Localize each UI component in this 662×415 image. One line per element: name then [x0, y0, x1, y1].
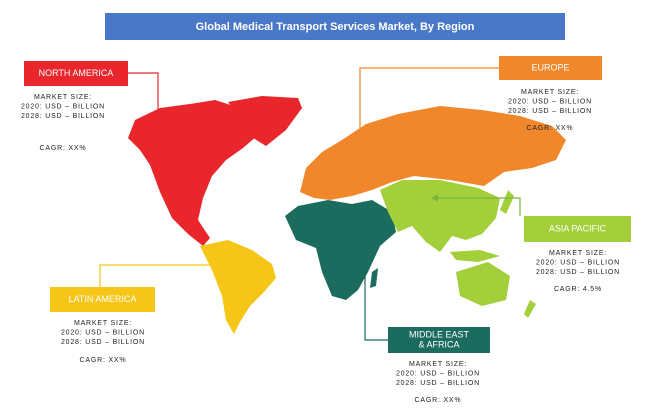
market-size-line: 2028: USD – BILLION: [61, 339, 145, 346]
market-size-label: MARKET SIZE:: [74, 320, 132, 327]
market-size-label: MARKET SIZE:: [34, 94, 92, 101]
region-label: EUROPE: [531, 62, 569, 72]
market-size-label: MARKET SIZE:: [521, 89, 579, 96]
asia: [380, 180, 500, 252]
region-label: NORTH AMERICA: [39, 68, 114, 78]
new-zealand: [524, 300, 536, 318]
market-size-line: 2020: USD – BILLION: [61, 329, 145, 336]
connector: [128, 72, 159, 150]
region-box: [50, 287, 155, 312]
region-label: & AFRICA: [418, 339, 459, 349]
europe: [300, 106, 566, 200]
latin-america: [200, 240, 276, 334]
market-size-line: 2028: USD – BILLION: [508, 108, 592, 115]
connector: [364, 270, 388, 341]
market-size-label: MARKET SIZE:: [409, 361, 467, 368]
cagr: CAGR: XX%: [40, 145, 87, 152]
region-label: LATIN AMERICA: [69, 294, 137, 304]
connector: [99, 264, 225, 287]
greenland: [228, 96, 302, 146]
region-box: [499, 56, 602, 80]
world-map: [128, 96, 566, 334]
australia: [456, 262, 510, 306]
region-box: [24, 61, 128, 86]
region-label: ASIA PACIFIC: [549, 223, 607, 233]
region-box: [388, 327, 490, 353]
cagr: CAGR: XX%: [527, 125, 574, 132]
indonesia: [450, 250, 500, 262]
market-size-label: MARKET SIZE:: [549, 250, 607, 257]
market-size-line: 2020: USD – BILLION: [536, 259, 620, 266]
region-label: MIDDLE EAST: [409, 329, 470, 339]
connector: [430, 194, 521, 216]
market-size-line: 2020: USD – BILLION: [396, 370, 480, 377]
market-size-line: 2028: USD – BILLION: [536, 269, 620, 276]
title: Global Medical Transport Services Market…: [196, 21, 475, 33]
market-size-line: 2028: USD – BILLION: [396, 380, 480, 387]
cagr: CAGR: 4.5%: [554, 286, 602, 293]
market-size-line: 2020: USD – BILLION: [21, 103, 105, 110]
market-size-line: 2020: USD – BILLION: [508, 98, 592, 105]
connector: [359, 67, 499, 165]
cagr: CAGR: XX%: [415, 397, 462, 404]
africa-middle-east: [285, 200, 396, 300]
region-labels: NORTH AMERICA MARKET SIZE: 2020: USD – BIL…: [21, 56, 631, 404]
region-box: [524, 216, 631, 242]
japan: [500, 190, 514, 214]
market-size-line: 2028: USD – BILLION: [21, 113, 105, 120]
north-america: [128, 100, 262, 246]
title-bar: [105, 13, 565, 40]
madagascar: [370, 268, 378, 288]
cagr: CAGR: XX%: [80, 357, 127, 364]
